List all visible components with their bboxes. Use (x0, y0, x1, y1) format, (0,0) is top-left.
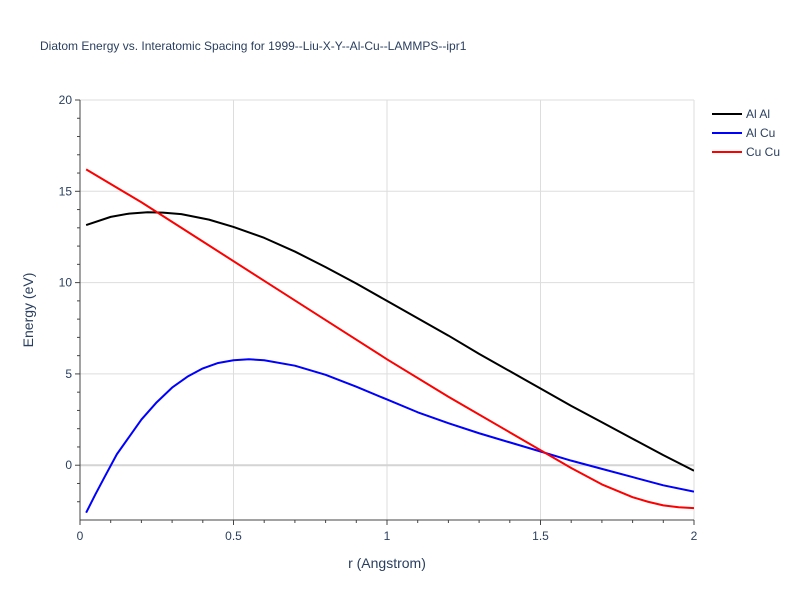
x-ticks: 0 0.5 1 1.5 2 (77, 529, 698, 543)
chart-title: Diatom Energy vs. Interatomic Spacing fo… (40, 39, 467, 53)
legend-label: Al Cu (746, 126, 775, 140)
legend-label: Al Al (746, 107, 770, 121)
x-tick-label: 0.5 (225, 529, 242, 543)
y-tick-label: 15 (59, 184, 73, 198)
y-ticks: 0 5 10 15 20 (59, 93, 73, 472)
x-axis-title: r (Angstrom) (348, 555, 426, 571)
x-tick-label: 0 (77, 529, 84, 543)
legend-label: Cu Cu (746, 145, 780, 159)
y-tick-label: 20 (59, 93, 73, 107)
legend: Al Al Al Cu Cu Cu (712, 107, 780, 159)
x-tick-label: 2 (691, 529, 698, 543)
plot-area (85, 168, 694, 514)
y-axis-title: Energy (eV) (20, 273, 36, 348)
series-line-al-al (85, 211, 694, 472)
x-tick-label: 1.5 (532, 529, 549, 543)
y-tick-label: 0 (65, 458, 72, 472)
x-tick-label: 1 (384, 529, 391, 543)
axes (75, 99, 695, 525)
series-line-cu-cu (85, 168, 694, 510)
grid (80, 99, 695, 520)
y-tick-label: 10 (59, 276, 73, 290)
series-line-al-cu (85, 358, 694, 514)
y-tick-label: 5 (65, 367, 72, 381)
